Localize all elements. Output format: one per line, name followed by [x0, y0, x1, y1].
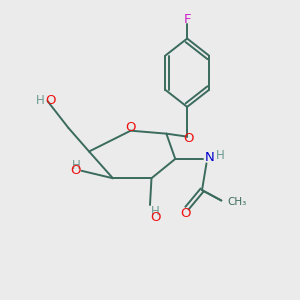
Text: CH₃: CH₃ [228, 197, 247, 207]
Text: O: O [180, 207, 191, 220]
Text: N: N [205, 151, 215, 164]
Text: H: H [216, 148, 225, 162]
Text: O: O [150, 211, 160, 224]
Text: O: O [125, 121, 136, 134]
Text: O: O [183, 132, 194, 145]
Text: H: H [72, 159, 81, 172]
Text: H: H [151, 205, 160, 218]
Text: O: O [70, 164, 80, 177]
Text: O: O [45, 94, 56, 107]
Text: F: F [183, 13, 191, 26]
Text: H: H [36, 94, 44, 107]
